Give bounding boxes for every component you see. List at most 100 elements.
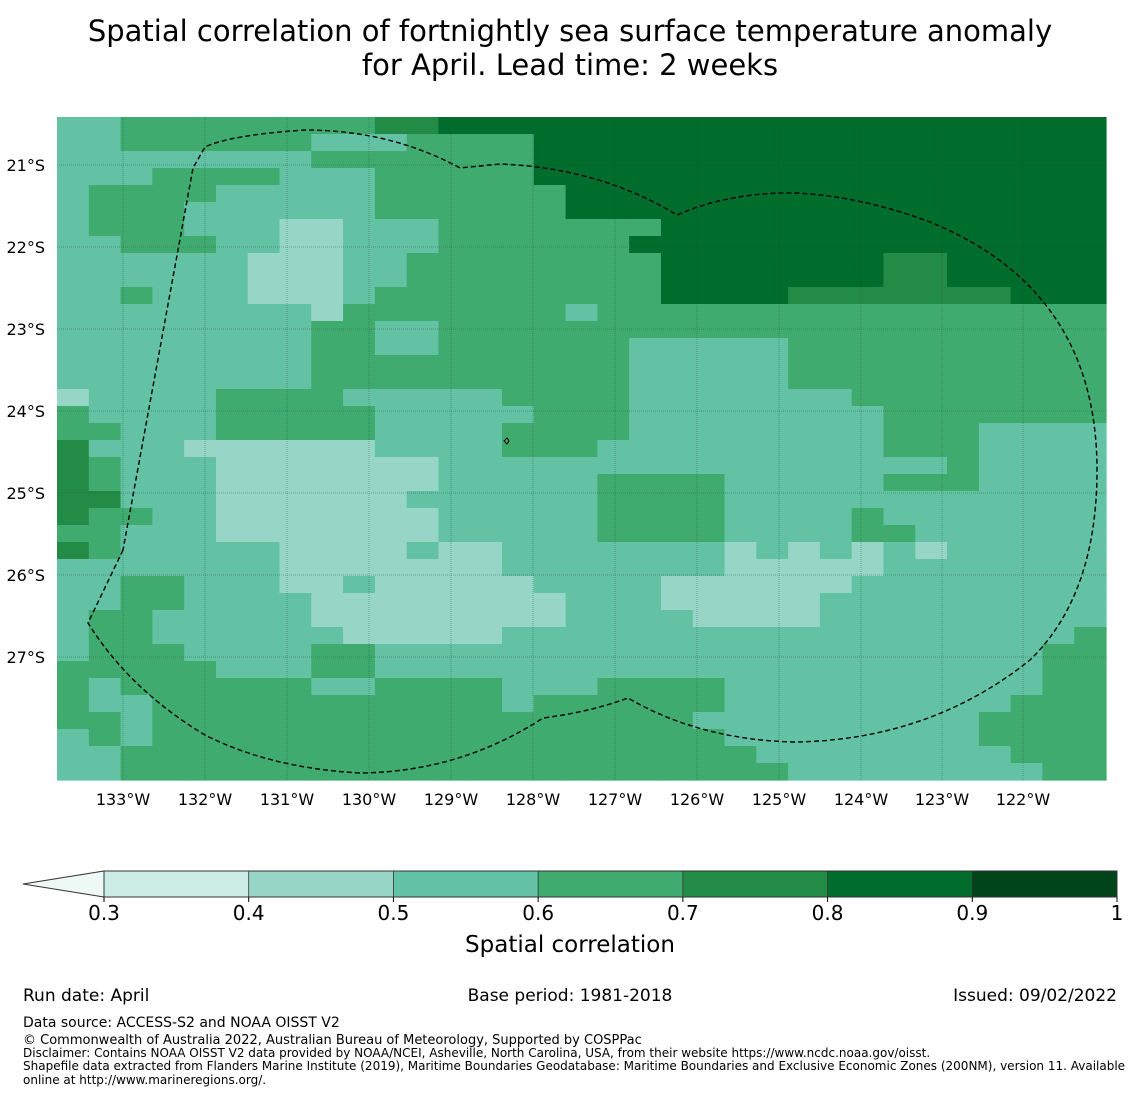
grid-cell <box>947 219 980 237</box>
grid-cell <box>883 355 916 373</box>
grid-cell <box>533 219 567 237</box>
grid-cell <box>660 151 694 169</box>
grid-cell <box>374 338 408 356</box>
grid-cell <box>692 457 726 475</box>
colorbar-segments <box>104 871 1118 897</box>
grid-cell <box>1042 542 1075 560</box>
grid-cell <box>406 678 440 696</box>
colorbar-segment <box>393 871 539 897</box>
grid-cell <box>915 695 948 713</box>
grid-cell <box>565 253 598 271</box>
grid-cell <box>120 678 153 696</box>
grid-cell <box>247 219 281 237</box>
grid-cell <box>915 712 948 730</box>
grid-cell <box>978 304 1012 322</box>
grid-cell <box>533 644 567 662</box>
longitude-label: 124°W <box>834 790 889 809</box>
grid-cell <box>184 678 217 696</box>
grid-cell <box>629 355 662 373</box>
grid-cell <box>724 304 757 322</box>
grid-cell <box>565 661 598 679</box>
grid-cell <box>1042 508 1075 526</box>
grid-cell <box>438 134 471 152</box>
grid-cell <box>88 219 122 237</box>
grid-cell <box>502 117 535 135</box>
grid-cell <box>756 525 789 543</box>
grid-cell <box>88 134 122 152</box>
grid-cell <box>374 695 408 713</box>
grid-cell <box>692 236 726 254</box>
grid-cell <box>724 406 757 424</box>
grid-cell <box>57 678 90 696</box>
grid-cell <box>1010 525 1044 543</box>
grid-cell <box>565 304 598 322</box>
grid-cell <box>374 525 408 543</box>
grid-cell <box>597 423 630 441</box>
grid-cell <box>660 627 694 645</box>
grid-cell <box>438 491 471 509</box>
correlation-grid <box>57 117 1107 781</box>
grid-cell <box>88 117 122 135</box>
grid-cell <box>915 253 948 271</box>
grid-cell <box>660 610 694 628</box>
grid-cell <box>565 508 598 526</box>
grid-cell <box>374 219 408 237</box>
grid-cell <box>1042 219 1075 237</box>
grid-cell <box>883 644 916 662</box>
colorbar-tick-label: 0.5 <box>378 901 410 925</box>
grid-cell <box>660 185 694 203</box>
grid-cell <box>565 763 598 781</box>
grid-cell <box>533 134 567 152</box>
grid-cell <box>915 627 948 645</box>
grid-cell <box>565 236 598 254</box>
grid-cell <box>978 219 1012 237</box>
grid-cell <box>947 151 980 169</box>
grid-cell <box>1074 593 1107 611</box>
grid-cell <box>1010 117 1044 135</box>
grid-cell <box>470 440 503 458</box>
grid-cell <box>756 287 789 305</box>
grid-cell <box>88 474 122 492</box>
grid-cell <box>184 253 217 271</box>
grid-cell <box>184 389 217 407</box>
grid-cell <box>247 389 281 407</box>
grid-cell <box>883 559 916 577</box>
grid-cell <box>215 134 249 152</box>
grid-cell <box>565 151 598 169</box>
grid-cell <box>438 270 471 288</box>
grid-cell <box>692 134 726 152</box>
grid-cell <box>215 695 249 713</box>
grid-cell <box>184 593 217 611</box>
grid-cell <box>851 474 885 492</box>
grid-cell <box>597 134 630 152</box>
grid-cell <box>1074 661 1107 679</box>
grid-cell <box>724 508 757 526</box>
grid-cell <box>406 287 440 305</box>
grid-cell <box>470 542 503 560</box>
grid-cell <box>374 491 408 509</box>
grid-cell <box>311 117 344 135</box>
grid-cell <box>311 440 344 458</box>
grid-cell <box>947 712 980 730</box>
grid-cell <box>247 729 281 747</box>
grid-cell <box>311 712 344 730</box>
grid-cell <box>215 542 249 560</box>
grid-cell <box>788 644 821 662</box>
grid-cell <box>247 542 281 560</box>
grid-cell <box>756 270 789 288</box>
grid-cell <box>184 525 217 543</box>
grid-cell <box>311 270 344 288</box>
grid-cell <box>184 236 217 254</box>
grid-cell <box>629 253 662 271</box>
grid-cell <box>788 610 821 628</box>
grid-cell <box>215 236 249 254</box>
grid-cell <box>533 763 567 781</box>
grid-cell <box>660 168 694 186</box>
grid-cell <box>406 763 440 781</box>
grid-cell <box>120 372 153 390</box>
grid-cell <box>947 270 980 288</box>
grid-cell <box>819 746 853 764</box>
grid-cell <box>1074 236 1107 254</box>
grid-cell <box>247 525 281 543</box>
grid-cell <box>184 559 217 577</box>
